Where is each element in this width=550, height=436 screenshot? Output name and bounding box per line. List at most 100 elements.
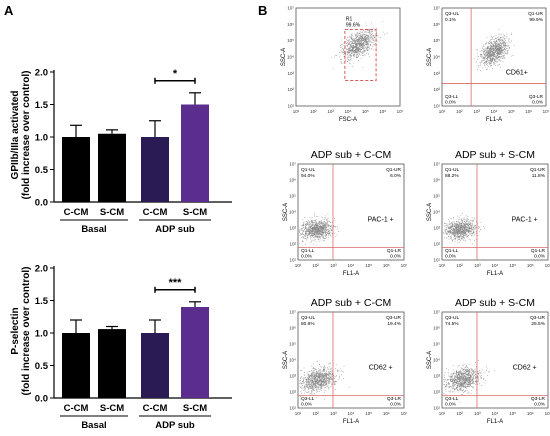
y-tick-label: 10⁶ bbox=[433, 22, 440, 27]
bar bbox=[181, 104, 209, 202]
bar bbox=[141, 333, 169, 398]
y-tick-label: 10³ bbox=[433, 226, 440, 231]
bar bbox=[62, 333, 90, 398]
marker-label: CD62 + bbox=[513, 365, 537, 372]
quadrant-lr-name: Q3-LR bbox=[531, 396, 546, 402]
x-tick-label: C-CM bbox=[64, 403, 89, 414]
x-tick-label: 10¹ bbox=[439, 263, 446, 268]
group-label: ADP sub bbox=[155, 224, 195, 235]
gate-rectangle bbox=[344, 29, 377, 81]
quadrant-lr-pct: 0.0% bbox=[390, 402, 402, 408]
gpiib-iiia-bar-chart: 0.0 0.5 1.0 1.5 2.0 GPIIb/IIIa activated (fold… bbox=[10, 68, 232, 235]
y-axis-label: GPIIb/IIIa activated bbox=[10, 91, 21, 180]
x-tick-label: 10⁵ bbox=[508, 109, 515, 114]
x-tick-label: 10³ bbox=[473, 109, 480, 114]
y-tick-label: 10⁵ bbox=[433, 194, 440, 199]
y-axis-label: P-selectin bbox=[10, 307, 21, 354]
y-tick-label: 10⁴ bbox=[289, 358, 296, 363]
y-tick-label: 10⁷ bbox=[433, 162, 440, 167]
y-tick-label: 10⁶ bbox=[433, 178, 440, 183]
x-tick-label: 10⁶ bbox=[383, 263, 390, 268]
x-tick-label: 10¹ bbox=[293, 109, 300, 114]
y-tick-label: 10⁶ bbox=[433, 326, 440, 331]
gate-percentage: 99.6% bbox=[346, 23, 361, 29]
quadrant-ll-name: Q3-LL bbox=[445, 94, 459, 100]
quadrant-ur-pct: 99.9% bbox=[529, 17, 543, 23]
plot-frame bbox=[441, 311, 549, 409]
x-tick-label: 10⁵ bbox=[365, 411, 372, 416]
x-tick-label: 10⁶ bbox=[527, 263, 534, 268]
y-tick-label: 10⁶ bbox=[289, 178, 296, 183]
y-tick-label: 10¹ bbox=[289, 258, 296, 263]
quadrant-ul-pct: 94.0% bbox=[301, 173, 315, 179]
plot-title: ADP sub + C-CM bbox=[311, 297, 392, 309]
panel-label-a: A bbox=[4, 3, 14, 18]
y-axis-label: SSC-A bbox=[427, 351, 433, 369]
quadrant-lr-name: Q3-LR bbox=[387, 396, 402, 402]
y-axis-label: SSC-A bbox=[427, 203, 433, 221]
bar bbox=[98, 329, 126, 398]
y-tick-label: 10² bbox=[287, 87, 294, 92]
x-tick-label: 10⁵ bbox=[362, 109, 369, 114]
x-tick-label: 10¹ bbox=[295, 263, 302, 268]
quadrant-ll-pct: 0.0% bbox=[445, 254, 457, 260]
x-tick-label: 10¹ bbox=[439, 411, 446, 416]
marker-label: PAC-1 + bbox=[512, 217, 538, 224]
quadrant-ll-pct: 0.0% bbox=[301, 402, 313, 408]
quadrant-lr-name: Q3-LR bbox=[529, 94, 544, 100]
plot-title: ADP sub + S-CM bbox=[455, 149, 535, 161]
significance-label: *** bbox=[169, 277, 183, 289]
y-axis-label: SSC-A bbox=[427, 48, 433, 66]
bar bbox=[98, 133, 126, 202]
y-tick-label: 10⁴ bbox=[287, 55, 294, 60]
y-tick-label: 10³ bbox=[289, 226, 296, 231]
quadrant-ul-name: Q3-UL bbox=[445, 11, 459, 17]
x-tick-label: 10³ bbox=[474, 411, 481, 416]
x-tick-label: C-CM bbox=[64, 207, 89, 218]
x-tick-label: 10⁴ bbox=[348, 263, 355, 268]
x-tick-label: S-CM bbox=[100, 403, 124, 414]
y-tick-label: 10⁶ bbox=[287, 22, 294, 27]
y-tick-label: 10⁴ bbox=[289, 210, 296, 215]
y-tick-label: 10³ bbox=[287, 71, 294, 76]
y-tick-label: 10⁶ bbox=[289, 326, 296, 331]
y-tick-label: 10⁷ bbox=[289, 162, 296, 167]
x-tick-label: 10⁴ bbox=[348, 411, 355, 416]
y-tick-label: 10⁴ bbox=[433, 210, 440, 215]
plot-frame bbox=[441, 163, 549, 261]
panel-label-b: B bbox=[258, 3, 267, 18]
y-tick-label: 10² bbox=[433, 242, 440, 247]
gate-name: R1 bbox=[346, 17, 353, 23]
y-tick-label: 2.0 bbox=[35, 264, 48, 275]
quadrant-ul-pct: 80.6% bbox=[301, 321, 315, 327]
event-dots bbox=[299, 212, 339, 246]
quadrant-ur-pct: 11.8% bbox=[532, 173, 546, 179]
x-tick-label: 10⁷ bbox=[545, 263, 550, 268]
y-tick-label: 1.0 bbox=[35, 329, 48, 340]
x-axis-label: FL1-A bbox=[343, 271, 359, 277]
event-dots bbox=[443, 360, 495, 403]
x-tick-label: 10³ bbox=[330, 263, 337, 268]
y-tick-label: 2.0 bbox=[35, 68, 48, 79]
quadrant-ur-pct: 25.5% bbox=[531, 321, 545, 327]
quadrant-ur-name: Q3-UR bbox=[530, 315, 545, 321]
quadrant-ul-name: Q3-UL bbox=[301, 315, 315, 321]
y-tick-label: 0.5 bbox=[35, 361, 49, 372]
quadrant-lr-pct: 0.0% bbox=[534, 402, 546, 408]
y-tick-label: 10² bbox=[289, 242, 296, 247]
x-axis-label: FSC-A bbox=[339, 117, 357, 123]
x-axis-label: FL1-A bbox=[343, 419, 359, 425]
x-tick-label: C-CM bbox=[143, 207, 168, 218]
y-tick-label: 10⁴ bbox=[433, 55, 440, 60]
y-tick-label: 10⁵ bbox=[287, 38, 294, 43]
quadrant-ll-pct: 0.0% bbox=[445, 100, 457, 106]
x-tick-label: 10⁷ bbox=[397, 109, 404, 114]
event-dots bbox=[473, 29, 515, 71]
y-tick-label: 10³ bbox=[433, 71, 440, 76]
x-axis-label: FL1-A bbox=[487, 271, 503, 277]
event-dots bbox=[331, 21, 388, 69]
